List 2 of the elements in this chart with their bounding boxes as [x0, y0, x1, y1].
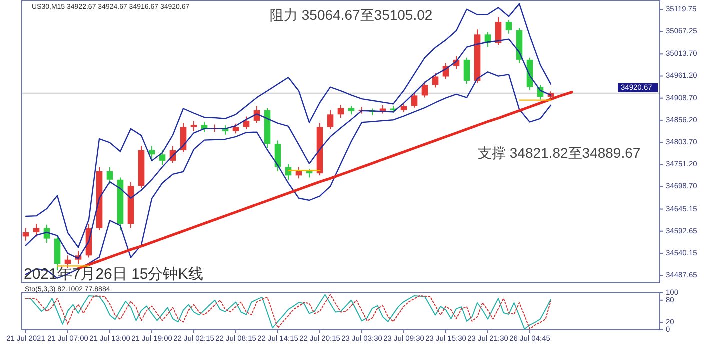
annotation: 支撑 34821.82至34889.67 — [478, 145, 641, 161]
annotation: 阻力 35064.67至35105.02 — [270, 7, 433, 23]
